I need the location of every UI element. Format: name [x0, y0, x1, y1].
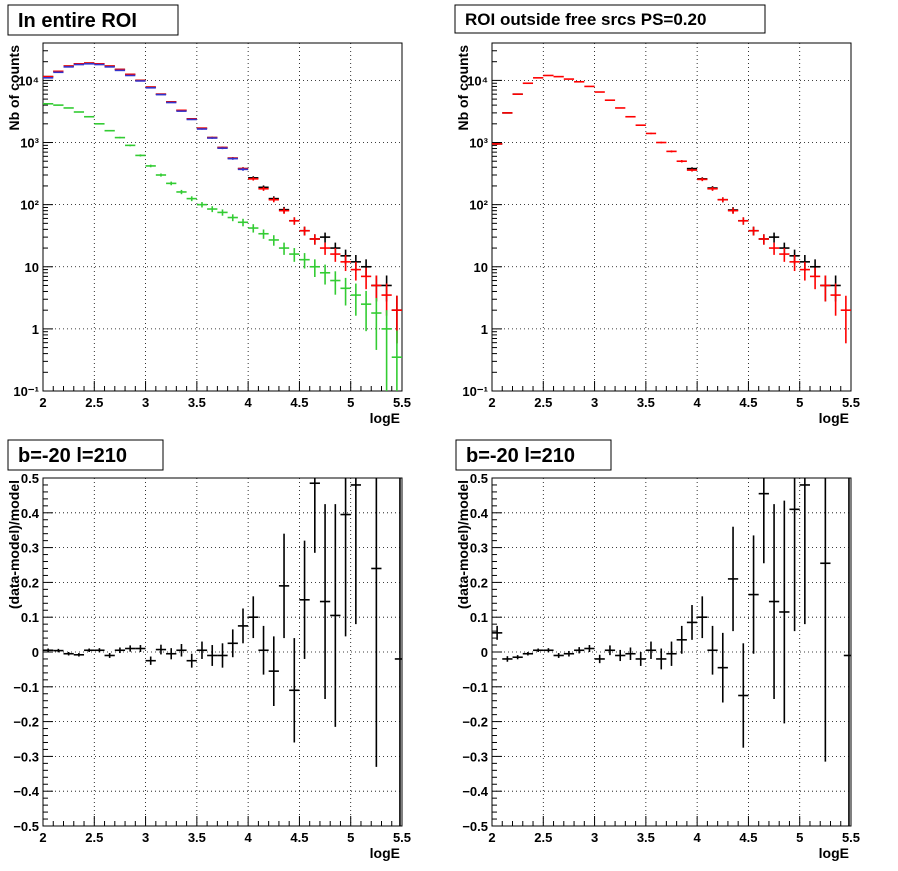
- x-tick-label: 5.5: [842, 395, 860, 410]
- data-series-4: [43, 103, 402, 391]
- x-tick-label: 3: [591, 395, 598, 410]
- y-tick-label: 0.2: [470, 575, 488, 590]
- panel-title: In entire ROI: [18, 10, 137, 32]
- x-tick-label: 2: [39, 830, 46, 845]
- y-tick-label: −0.2: [13, 715, 39, 730]
- panel-title: ROI outside free srcs PS=0.20: [465, 10, 706, 29]
- x-tick-label: 2.5: [85, 395, 103, 410]
- data-series-1: [43, 62, 402, 344]
- chart-panel-3: 2 2.5 3 3.5 4 4.5 5 5.5 −0.5 −0.4 −0.3 −0.2 −0.1 0 0.1…: [6, 439, 411, 861]
- chart-panel-1: 2 2.5 3 3.5 4 4.5 5 5.5 10⁻¹ 1 10 10² 10³ 10⁴ logE Nb o…: [6, 4, 411, 426]
- data-series-1: [43, 478, 402, 826]
- y-tick-label: 1: [481, 322, 488, 337]
- y-tick-label: 0.4: [470, 506, 489, 521]
- y-axis-label: (data-model)/model: [455, 480, 471, 609]
- x-tick-label: 2.5: [85, 830, 103, 845]
- x-tick-label: 2: [39, 395, 46, 410]
- x-tick-label: 5.5: [393, 830, 411, 845]
- y-tick-label: −0.5: [462, 819, 488, 834]
- y-tick-label: 0.2: [21, 575, 39, 590]
- x-tick-label: 2.5: [534, 395, 552, 410]
- x-tick-label: 3.5: [188, 830, 206, 845]
- panel-title: b=-20 l=210: [18, 445, 127, 467]
- x-tick-label: 3: [591, 830, 598, 845]
- y-tick-label: 10²: [20, 198, 39, 213]
- y-tick-label: 10²: [469, 198, 488, 213]
- y-axis-label: (data-model)/model: [6, 480, 22, 609]
- data-series-1: [492, 93, 841, 302]
- x-tick-label: 5: [796, 395, 803, 410]
- plot-frame: [42, 42, 403, 392]
- chart-panel-4: 2 2.5 3 3.5 4 4.5 5 5.5 −0.5 −0.4 −0.3 −0.2 −0.1 0 0.1…: [455, 439, 860, 861]
- x-tick-label: 4: [694, 830, 702, 845]
- x-tick-label: 5: [347, 830, 354, 845]
- panel-title-box: [454, 4, 766, 34]
- x-tick-label: 4: [245, 395, 253, 410]
- y-tick-label: 0.4: [21, 506, 40, 521]
- data-series-2: [492, 74, 851, 344]
- data-series-2: [43, 62, 402, 344]
- y-tick-label: 10⁻¹: [462, 384, 488, 399]
- y-tick-label: 0.5: [21, 471, 39, 486]
- y-tick-label: 10⁴: [18, 73, 39, 88]
- x-tick-label: 3: [142, 830, 149, 845]
- x-axis-label: logE: [819, 410, 849, 426]
- y-axis-label: Nb of counts: [455, 45, 471, 131]
- y-tick-label: 10⁴: [467, 73, 488, 88]
- y-tick-label: 0: [481, 645, 488, 660]
- x-tick-label: 4.5: [290, 830, 308, 845]
- x-tick-label: 4: [694, 395, 702, 410]
- y-tick-label: 0.5: [470, 471, 488, 486]
- y-tick-label: 10³: [20, 136, 39, 151]
- x-axis-label: logE: [370, 410, 400, 426]
- y-tick-label: 10: [474, 260, 488, 275]
- x-tick-label: 2: [488, 830, 495, 845]
- x-tick-label: 2.5: [534, 830, 552, 845]
- y-tick-label: −0.4: [13, 784, 39, 799]
- y-tick-label: 10³: [469, 136, 488, 151]
- y-tick-label: 0.3: [21, 541, 39, 556]
- y-tick-label: −0.3: [13, 749, 39, 764]
- panel-title-box: [7, 439, 164, 471]
- x-tick-label: 5: [796, 830, 803, 845]
- y-tick-label: −0.5: [13, 819, 39, 834]
- panel-title-box: [455, 439, 612, 471]
- y-tick-label: 0.1: [470, 610, 488, 625]
- y-tick-label: 0: [32, 645, 39, 660]
- y-tick-label: −0.2: [462, 715, 488, 730]
- x-tick-label: 3.5: [637, 830, 655, 845]
- y-tick-label: −0.1: [13, 680, 39, 695]
- y-tick-label: 10⁻¹: [13, 384, 39, 399]
- panel-title: b=-20 l=210: [466, 445, 575, 467]
- x-tick-label: 2: [488, 395, 495, 410]
- y-tick-label: 0.1: [21, 610, 39, 625]
- chart-panel-2: 2 2.5 3 3.5 4 4.5 5 5.5 10⁻¹ 1 10 10² 10³ 10⁴ logE Nb o…: [454, 4, 860, 426]
- x-axis-label: logE: [370, 845, 400, 861]
- x-tick-label: 3.5: [188, 395, 206, 410]
- x-axis-label: logE: [819, 845, 849, 861]
- y-tick-label: 10: [25, 260, 39, 275]
- x-tick-label: 5.5: [842, 830, 860, 845]
- x-tick-label: 4: [245, 830, 253, 845]
- y-axis-label: Nb of counts: [6, 45, 22, 131]
- x-tick-label: 4.5: [290, 395, 308, 410]
- x-tick-label: 5: [347, 395, 354, 410]
- x-tick-label: 3: [142, 395, 149, 410]
- x-tick-label: 4.5: [739, 830, 757, 845]
- y-tick-label: 0.3: [470, 541, 488, 556]
- panel-title-box: [7, 4, 179, 36]
- x-tick-label: 5.5: [393, 395, 411, 410]
- data-series-3: [43, 63, 249, 171]
- y-tick-label: 1: [32, 322, 39, 337]
- y-tick-label: −0.4: [462, 784, 488, 799]
- x-tick-label: 3.5: [637, 395, 655, 410]
- y-tick-label: −0.3: [462, 749, 488, 764]
- y-tick-label: −0.1: [462, 680, 488, 695]
- plot-frame: [491, 42, 852, 392]
- data-series-1: [492, 478, 851, 826]
- x-tick-label: 4.5: [739, 395, 757, 410]
